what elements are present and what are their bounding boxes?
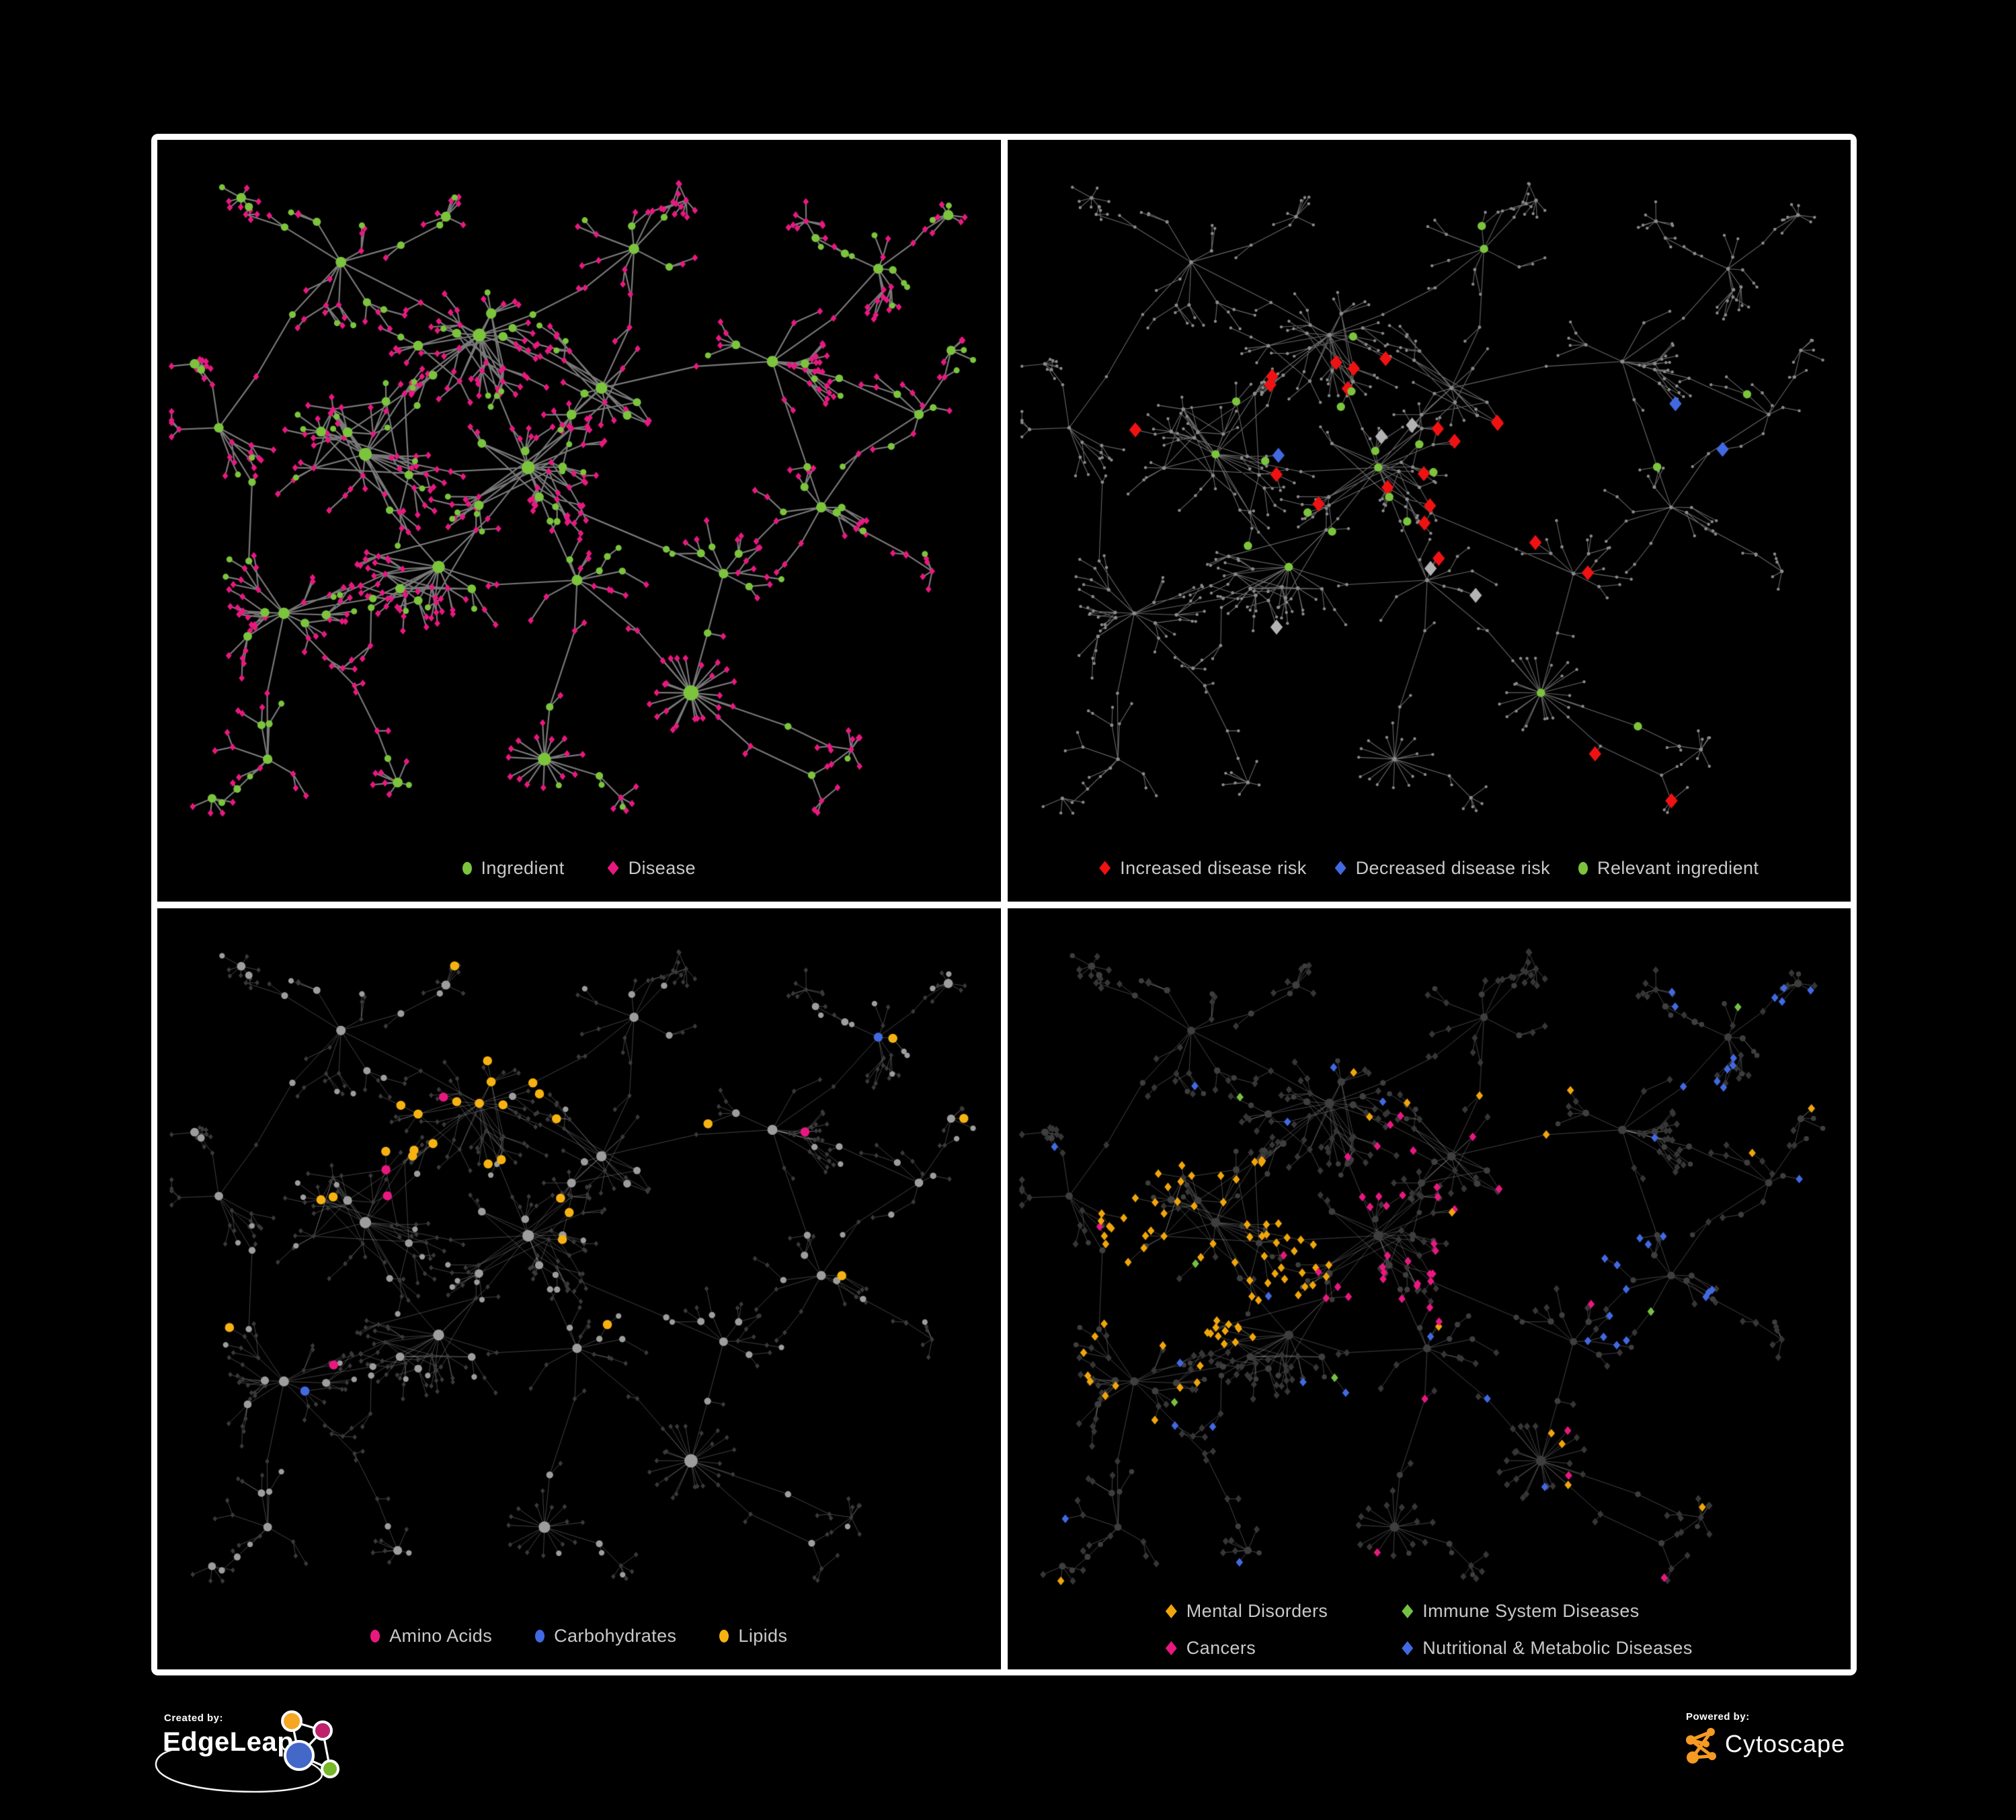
circle-marker — [1578, 861, 1588, 875]
ingredient-disease-network-canvas — [157, 140, 1001, 902]
panel-nutrient-class-network: Amino Acids Carbohydrates Lipids — [157, 908, 1001, 1669]
legend-column: Immune System Diseases Nutritional & Meta… — [1402, 1601, 1692, 1659]
created-by-branding: Created by: EdgeLeap — [153, 1710, 368, 1797]
legend-label: Increased disease risk — [1120, 857, 1307, 878]
circle-marker — [370, 1630, 380, 1643]
edgeleap-swoosh-curve — [155, 1747, 323, 1793]
legend-column: Increased disease risk Decreased disease … — [1099, 858, 1759, 879]
cytoscape-logo-icon — [1686, 1728, 1716, 1764]
legend-disease-classes: Mental Disorders Cancers Immune System Dis… — [1008, 1601, 1851, 1659]
legend-label: Ingredient — [481, 857, 565, 878]
diamond-marker — [1402, 1604, 1414, 1618]
edgeleap-logo-text: EdgeLeap — [163, 1727, 294, 1757]
legend-item-carbohydrates: Carbohydrates — [535, 1626, 676, 1647]
legend-item-lipids: Lipids — [719, 1626, 787, 1647]
powered-by-branding: Powered by: Cytoscape — [1683, 1711, 1885, 1785]
legend-column: Mental Disorders Cancers — [1165, 1601, 1328, 1659]
legend-label: Decreased disease risk — [1355, 857, 1551, 878]
legend-item-ingredient: Ingredient — [462, 858, 565, 879]
nutrient-class-network-canvas — [157, 908, 1001, 1669]
powered-by-label: Powered by: — [1686, 1711, 1750, 1723]
network-panels-grid: Ingredient Disease Increased disease risk… — [151, 134, 1857, 1675]
legend-item-mental-disorders: Mental Disorders — [1165, 1601, 1328, 1622]
disease-risk-network-canvas — [1007, 140, 1851, 902]
legend-label: Mental Disorders — [1186, 1601, 1328, 1621]
legend-item-increased-disease-risk: Increased disease risk — [1099, 858, 1306, 879]
legend-item-amino-acids: Amino Acids — [370, 1626, 492, 1647]
legend-label: Cancers — [1186, 1638, 1256, 1658]
legend-label: Relevant ingredient — [1597, 857, 1759, 878]
legend-label: Amino Acids — [389, 1626, 493, 1646]
diamond-marker — [1099, 861, 1111, 875]
legend-item-nutritional-metabolic-diseases: Nutritional & Metabolic Diseases — [1402, 1638, 1692, 1659]
legend-item-disease: Disease — [607, 857, 696, 879]
diamond-marker — [1165, 1641, 1177, 1655]
legend-nutrient-classes: Amino Acids Carbohydrates Lipids — [157, 1626, 1001, 1647]
legend-column: Amino Acids Carbohydrates Lipids — [370, 1626, 787, 1647]
legend-item-relevant-ingredient: Relevant ingredient — [1578, 858, 1759, 879]
legend-label: Immune System Diseases — [1422, 1601, 1640, 1621]
panel-disease-risk-network: Increased disease risk Decreased disease … — [1007, 140, 1851, 902]
legend-item-decreased-disease-risk: Decreased disease risk — [1334, 857, 1551, 879]
legend-item-immune-system-diseases: Immune System Diseases — [1402, 1601, 1639, 1622]
circle-marker — [719, 1630, 729, 1643]
legend-label: Nutritional & Metabolic Diseases — [1422, 1638, 1693, 1658]
cytoscape-logo-text: Cytoscape — [1725, 1730, 1846, 1757]
diamond-marker — [1165, 1604, 1177, 1618]
disease-class-network-canvas — [1007, 908, 1851, 1669]
panel-disease-class-network: Mental Disorders Cancers Immune System Dis… — [1007, 908, 1851, 1669]
circle-marker — [462, 861, 472, 875]
edgeleap-logo-icon — [281, 1710, 339, 1778]
diamond-marker — [607, 861, 619, 875]
legend-column: Ingredient Disease — [462, 858, 696, 879]
diamond-marker — [1334, 861, 1346, 875]
legend-label: Disease — [628, 857, 696, 878]
legend-item-cancers: Cancers — [1165, 1638, 1256, 1659]
legend-disease-risk: Increased disease risk Decreased disease … — [1008, 858, 1851, 879]
circle-marker — [535, 1630, 545, 1643]
legend-label: Lipids — [738, 1626, 788, 1646]
diamond-marker — [1402, 1641, 1414, 1655]
panel-ingredient-disease-network: Ingredient Disease — [157, 140, 1001, 902]
legend-ingredient-disease: Ingredient Disease — [157, 858, 1001, 879]
legend-label: Carbohydrates — [554, 1626, 677, 1646]
created-by-label: Created by: — [164, 1712, 224, 1724]
